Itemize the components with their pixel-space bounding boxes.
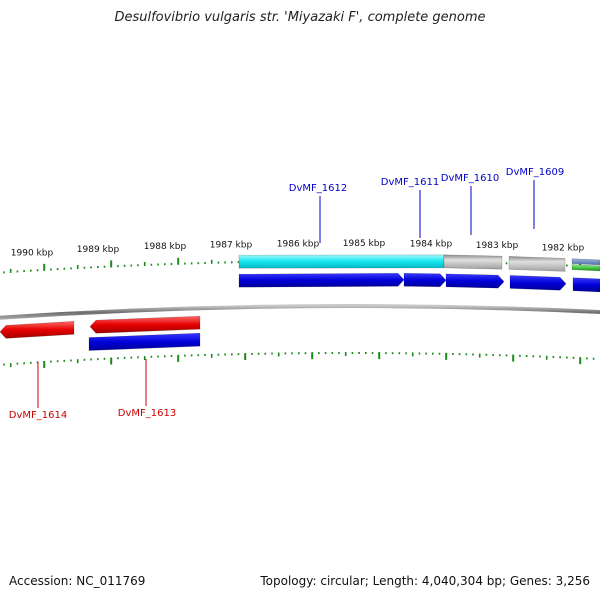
genome-backbone <box>0 304 600 320</box>
cds-reverse-dvmf-1614 <box>0 320 75 339</box>
gene-label: DvMF_1613 <box>118 408 176 419</box>
page-title: Desulfovibrio vulgaris str. 'Miyazaki F'… <box>114 10 486 25</box>
gene-feature-dvmf-1609 <box>508 256 566 272</box>
cds-forward-next <box>572 277 600 293</box>
gene-feature-green <box>571 264 600 272</box>
cds-forward-dvmf-1609 <box>509 275 567 291</box>
gene-label: DvMF_1611 <box>381 177 439 188</box>
scale-tick-label: 1984 kbp <box>410 240 453 250</box>
scale-tick-label: 1986 kbp <box>277 239 320 249</box>
accession-label: Accession: NC_011769 <box>9 574 146 588</box>
cds-forward-dvmf-1612 <box>238 272 405 288</box>
scale-tick-label: 1982 kbp <box>542 243 585 253</box>
gene-label: DvMF_1614 <box>9 410 67 421</box>
cds-forward-dvmf-1611 <box>403 272 447 288</box>
gene-feature-dvmf-1610 <box>443 254 503 270</box>
gene-label: DvMF_1609 <box>506 167 564 178</box>
scale-tick-label: 1988 kbp <box>144 242 187 252</box>
genome-summary: Topology: circular; Length: 4,040,304 bp… <box>260 574 590 588</box>
scale-tick-label: 1985 kbp <box>343 239 386 249</box>
gene-label: DvMF_1612 <box>289 183 347 194</box>
scale-tick-label: 1983 kbp <box>476 241 519 251</box>
gene-feature-dvmf-1612 <box>238 254 445 269</box>
gene-label: DvMF_1610 <box>441 173 499 184</box>
scale-tick-label: 1987 kbp <box>210 240 253 250</box>
gene-feature-dvmf-1613 <box>88 332 201 351</box>
scale-tick-label: 1990 kbp <box>11 249 54 259</box>
gene-feature-steel <box>571 258 600 266</box>
scale-tick-label: 1989 kbp <box>77 245 120 255</box>
cds-forward-dvmf-1610 <box>445 273 505 289</box>
cds-reverse-dvmf-1613 <box>89 315 201 334</box>
